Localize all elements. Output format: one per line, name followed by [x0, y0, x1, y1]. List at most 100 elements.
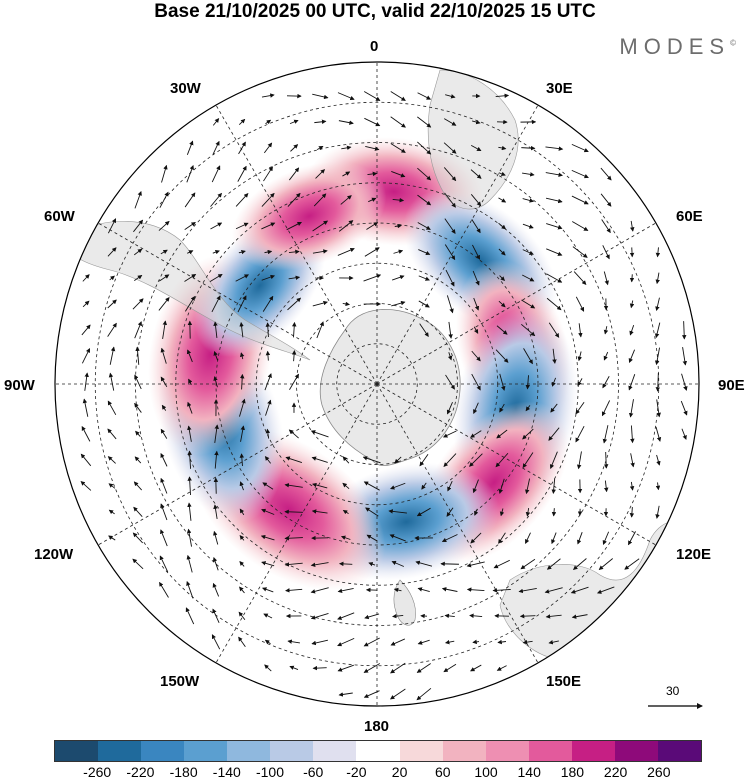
wind-vector: [310, 430, 329, 438]
wind-vector: [392, 613, 404, 619]
wind-vector: [367, 171, 378, 177]
wind-vector: [239, 453, 245, 467]
wind-vector: [572, 246, 588, 258]
wind-vector: [161, 164, 168, 183]
wind-vector: [419, 323, 429, 338]
wind-vector: [443, 167, 457, 182]
wind-vector: [417, 222, 431, 230]
center-pos-20w: [231, 161, 387, 271]
wind-vector: [600, 167, 612, 181]
wind-vector: [239, 560, 245, 567]
wind-vector: [499, 275, 505, 282]
wind-vector: [545, 172, 563, 177]
wind-vector: [629, 507, 635, 518]
wind-vector: [392, 275, 405, 281]
wind-vector: [390, 638, 406, 646]
wind-vector: [158, 274, 170, 282]
graticule: [55, 62, 699, 706]
wind-vector: [575, 402, 585, 415]
colorbar-swatch: [442, 741, 486, 761]
wind-vector: [364, 117, 381, 127]
wind-vector: [366, 222, 379, 230]
wind-vector: [311, 509, 328, 514]
wind-vector: [551, 508, 557, 517]
wind-vector: [544, 587, 563, 594]
wind-vector: [389, 688, 406, 700]
wind-vector: [187, 450, 192, 469]
colorbar-swatch: [313, 741, 357, 761]
wind-vector: [570, 586, 589, 594]
wind-vector: [548, 322, 560, 338]
wind-vector: [340, 195, 352, 205]
wind-vector: [600, 193, 612, 207]
wind-vector: [418, 275, 430, 281]
wind-vector: [264, 456, 272, 464]
wind-vector: [159, 581, 169, 598]
wind-vector: [289, 373, 299, 390]
wind-vector: [187, 425, 192, 442]
wind-vector: [417, 116, 432, 128]
wind-vector: [629, 300, 635, 309]
wind-vector: [391, 170, 406, 178]
wind-vector: [550, 403, 558, 413]
wind-vector: [288, 167, 300, 181]
wind-vector: [522, 198, 535, 203]
wind-vector: [285, 456, 303, 464]
wind-vector: [499, 373, 506, 391]
wind-vector: [341, 145, 352, 151]
wind-vector: [134, 374, 142, 390]
map-title: Base 21/10/2025 00 UTC, valid 22/10/2025…: [154, 1, 596, 22]
wind-vector: [392, 197, 405, 203]
wind-vector: [133, 481, 143, 491]
wind-vector: [211, 634, 221, 650]
wind-vector: [416, 507, 431, 517]
colorbar-tick-label: 20: [391, 764, 408, 780]
wind-vector: [363, 481, 380, 491]
wind-vector: [546, 223, 563, 230]
wind-vector: [81, 425, 91, 442]
wind-vector: [262, 482, 274, 490]
wind-vector: [364, 613, 380, 620]
wind-vector: [284, 509, 303, 515]
copyright-mark: ©: [730, 38, 736, 48]
wind-vector: [213, 530, 219, 545]
wind-vector: [291, 321, 297, 338]
colorbar-swatch: [270, 741, 314, 761]
wind-vector: [239, 321, 244, 338]
wind-vector: [368, 197, 377, 203]
wind-vector: [596, 586, 615, 594]
wind-vector: [265, 119, 272, 125]
wind-vector: [365, 146, 380, 151]
wind-vector: [628, 531, 636, 546]
wind-vector: [603, 480, 609, 493]
wind-vector: [520, 558, 536, 570]
wind-vector: [288, 429, 299, 439]
wind-vector: [470, 144, 482, 152]
wind-vector: [655, 272, 660, 285]
wind-vector: [160, 249, 168, 255]
wind-vector: [186, 165, 194, 183]
wind-vector: [655, 372, 661, 392]
wind-vector: [107, 247, 117, 257]
wind-vector: [338, 220, 354, 232]
wind-vector: [290, 144, 299, 152]
wind-vector: [368, 562, 376, 567]
colorbar-tick-label: -180: [169, 764, 198, 780]
wind-vector: [394, 223, 402, 229]
wind-vector: [629, 481, 635, 491]
wind-vector: [388, 509, 407, 514]
wind-vector: [498, 248, 506, 256]
wind-vector: [498, 171, 506, 176]
wind-vector: [546, 558, 561, 570]
wind-vector: [603, 351, 609, 361]
wind-vector: [213, 321, 218, 338]
wind-vector: [525, 405, 531, 412]
colorbar-swatch: [657, 741, 701, 761]
wind-vector: [235, 193, 249, 207]
wind-vector: [265, 322, 271, 337]
wind-vector: [681, 321, 687, 340]
wind-vector: [655, 505, 660, 519]
wind-vector: [262, 587, 274, 593]
wind-vector: [577, 351, 582, 362]
wind-vector: [188, 378, 193, 385]
